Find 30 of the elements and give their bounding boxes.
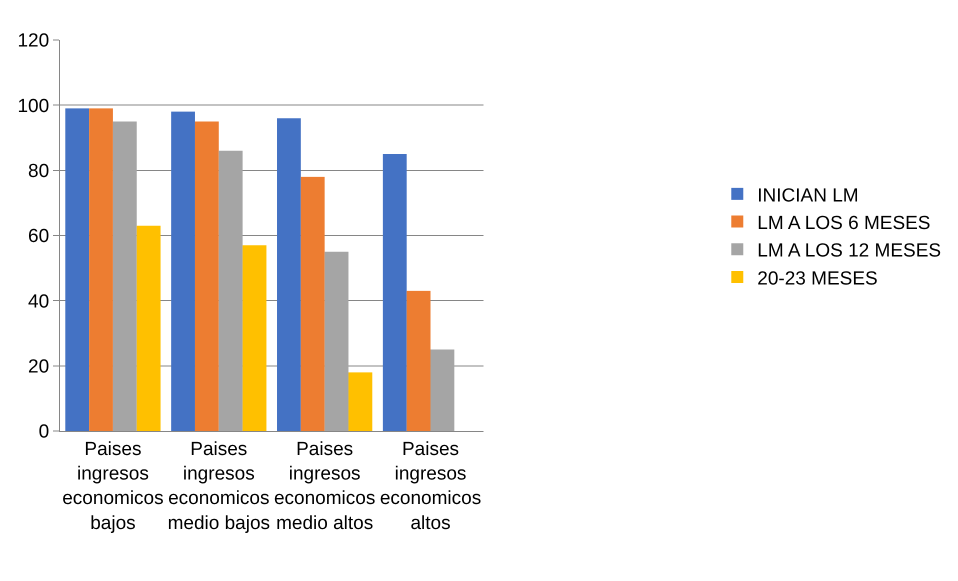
bar xyxy=(382,154,407,431)
y-tick-label: 40 xyxy=(28,291,50,312)
bar xyxy=(171,112,195,431)
x-tick-label: Paises ingresos economicos altos xyxy=(380,438,482,534)
bar xyxy=(112,121,137,431)
bar xyxy=(136,226,161,431)
bar xyxy=(430,350,454,431)
y-tick-label: 20 xyxy=(28,356,50,378)
y-tick-label: 60 xyxy=(28,226,50,248)
y-tick-label: 0 xyxy=(38,422,50,443)
x-tick-label: Paises ingresos economicos medio altos xyxy=(274,438,376,534)
legend-label: INICIAN LM xyxy=(757,185,859,206)
legend-label: LM A LOS 6 MESES xyxy=(757,212,930,234)
bar xyxy=(277,118,301,431)
bar xyxy=(242,245,266,431)
y-tick-label: 120 xyxy=(17,30,50,52)
legend-label: 20-23 MESES xyxy=(757,268,878,290)
bar xyxy=(406,290,431,431)
bar xyxy=(348,372,372,431)
legend-label: LM A LOS 12 MESES xyxy=(757,240,942,262)
bar xyxy=(300,176,325,431)
bar xyxy=(89,108,113,431)
bar xyxy=(194,121,219,431)
bar xyxy=(65,108,90,431)
bar xyxy=(324,252,348,431)
bar xyxy=(218,150,243,431)
x-tick-label: Paises ingresos economicos bajos xyxy=(62,438,164,534)
y-tick-label: 100 xyxy=(17,96,50,117)
x-tick-label: Paises ingresos economicos medio bajos xyxy=(168,438,270,534)
y-tick-label: 80 xyxy=(28,160,50,182)
